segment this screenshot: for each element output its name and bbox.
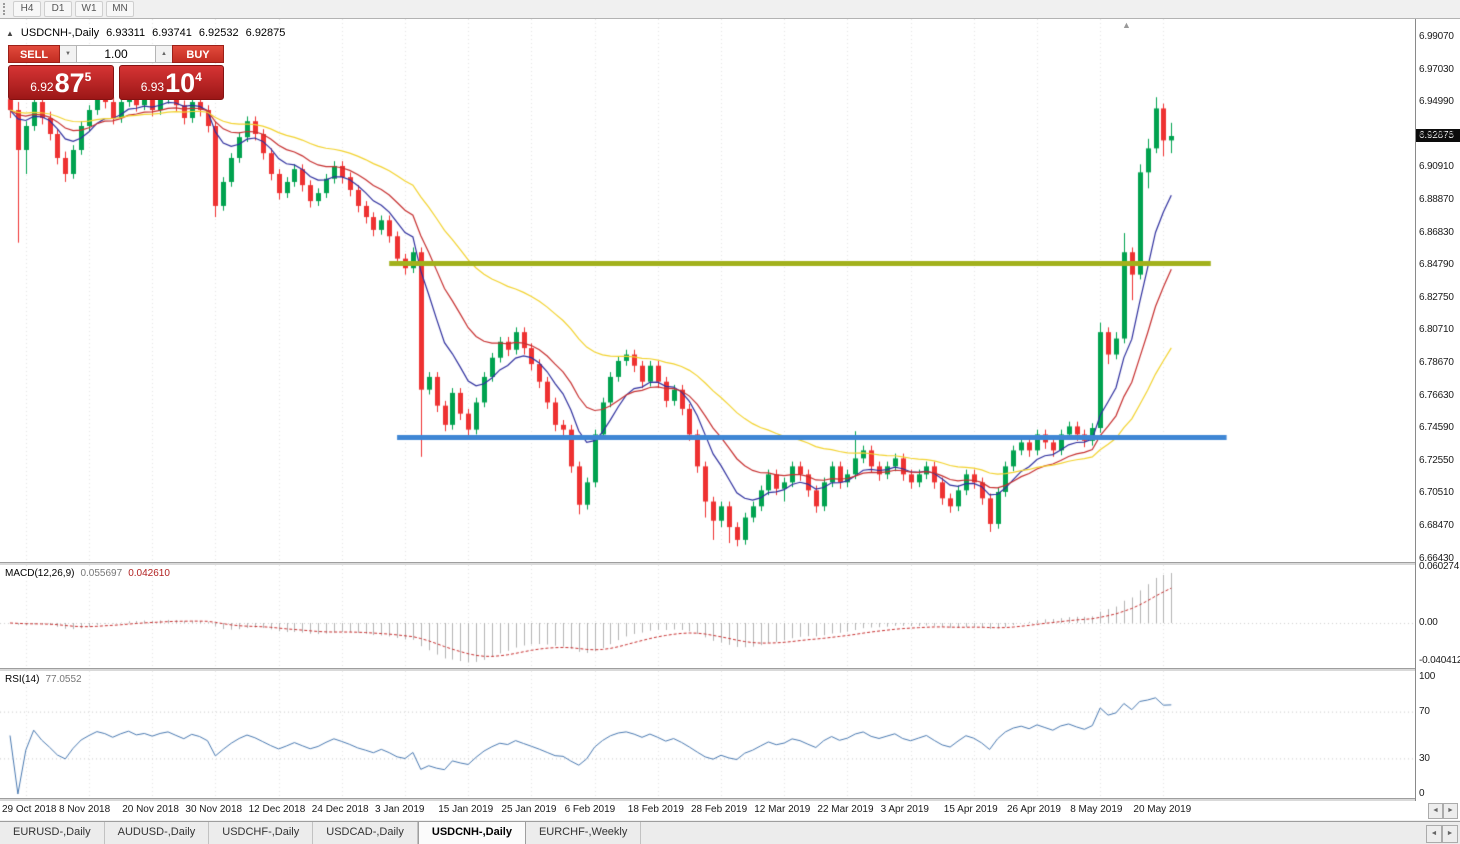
price-scale-tick: 6.74590 [1419, 422, 1454, 434]
chart-high-value: 6.93741 [152, 27, 192, 39]
chart-symbol-label: USDCNH-,Daily [20, 27, 100, 39]
rsi-scale-tick: 30 [1419, 752, 1430, 764]
date-scale-tick: 15 Jan 2019 [438, 804, 494, 815]
buy-price-big-digits: 10 [165, 68, 196, 98]
date-scale-tick: 26 Apr 2019 [1007, 804, 1061, 815]
date-scale-tick: 8 Nov 2018 [59, 804, 111, 815]
date-scale-tick: 28 Feb 2019 [691, 804, 748, 815]
volume-input[interactable] [76, 45, 156, 63]
rsi-scale-tick: 70 [1419, 706, 1430, 718]
chart-scroll-left-icon[interactable]: ◄ [1428, 803, 1443, 819]
date-scale-tick: 30 Nov 2018 [185, 804, 243, 815]
macd-main-value: 0.055697 [80, 568, 123, 579]
date-scale-tick: 3 Apr 2019 [880, 804, 929, 815]
macd-scale-tick: -0.040412 [1419, 654, 1460, 666]
toolbar-grip[interactable] [3, 3, 8, 15]
volume-decrease-icon[interactable]: ▼ [60, 45, 76, 63]
buy-price-button[interactable]: 6.93 10 4 [118, 65, 224, 100]
tab-eurchf-weekly[interactable]: EURCHF-,Weekly [526, 822, 642, 844]
price-scale-tick: 6.80710 [1419, 324, 1454, 336]
timeframe-toolbar: H4 D1 W1 MN [0, 0, 1460, 19]
macd-scale-tick: 0.00 [1419, 617, 1438, 628]
date-scale-tick: 22 Mar 2019 [817, 804, 874, 815]
sell-price-big-digits: 87 [54, 68, 85, 98]
date-scale-tick: 25 Jan 2019 [501, 804, 557, 815]
chart-tab-bar: EURUSD-,Daily AUDUSD-,Daily USDCHF-,Daily U… [0, 821, 1460, 844]
date-scale-tick: 20 Nov 2018 [122, 804, 179, 815]
tab-usdcnh-daily[interactable]: USDCNH-,Daily [417, 822, 526, 844]
rsi-indicator-label: RSI(14) 77.0552 [5, 674, 82, 685]
price-scale-tick: 6.97030 [1419, 63, 1454, 75]
time-scale[interactable]: ◄ ► 29 Oct 2018 8 Nov 2018 20 Nov 2018 30 N… [0, 801, 1460, 820]
date-scale-tick: 12 Dec 2018 [248, 804, 306, 815]
price-scale-tick: 6.66430 [1419, 552, 1454, 564]
chart-shift-marker-icon: ▲ [1122, 20, 1131, 30]
buy-button[interactable]: BUY [172, 45, 224, 63]
date-scale-tick: 20 May 2019 [1133, 804, 1192, 815]
timeframe-button-d1[interactable]: D1 [44, 1, 72, 17]
chart-scroll-right-icon[interactable]: ► [1443, 803, 1458, 819]
buy-price-pip-digit: 4 [195, 70, 202, 84]
chart-low-value: 6.92532 [198, 27, 239, 39]
price-scale-tick: 6.70510 [1419, 487, 1454, 499]
chart-close-value: 6.92875 [245, 27, 286, 39]
one-click-trade-panel: SELL ▼ ▲ BUY 6.92 87 5 6.93 10 4 [8, 45, 224, 100]
date-scale-tick: 24 Dec 2018 [311, 804, 369, 815]
macd-signal-value: 0.042610 [128, 568, 170, 579]
price-scale-tick: 6.86830 [1419, 226, 1454, 238]
rsi-scale-tick: 0 [1419, 788, 1425, 799]
price-scale[interactable] [1415, 19, 1460, 820]
rsi-name: RSI(14) [5, 674, 40, 685]
price-scale-tick: 6.68470 [1419, 519, 1454, 531]
price-scale-tick: 6.92950 [1419, 128, 1454, 140]
tab-usdchf-daily[interactable]: USDCHF-,Daily [209, 822, 314, 844]
timeframe-button-h4[interactable]: H4 [13, 1, 41, 17]
price-scale-tick: 6.84790 [1419, 259, 1454, 271]
sell-price-pip-digit: 5 [84, 70, 92, 84]
price-scale-tick: 6.88870 [1419, 193, 1454, 205]
rsi-scale-tick: 100 [1419, 671, 1436, 682]
date-scale-tick: 29 Oct 2018 [2, 804, 57, 815]
macd-name: MACD(12,26,9) [5, 568, 75, 579]
date-scale-tick: 6 Feb 2019 [564, 804, 616, 815]
tab-scroll-right-icon[interactable]: ► [1442, 825, 1458, 843]
tab-usdcad-daily[interactable]: USDCAD-,Daily [313, 822, 418, 844]
date-scale-tick: 15 Apr 2019 [943, 804, 998, 815]
macd-scale-tick: 0.060274 [1419, 561, 1460, 573]
sell-button[interactable]: SELL [8, 45, 60, 63]
price-scale-tick: 6.99070 [1419, 31, 1454, 42]
chart-header: ▲ USDCNH-,Daily 6.93311 6.93741 6.92532 … [6, 27, 285, 39]
panel-splitter[interactable] [0, 668, 1460, 671]
tab-audusd-daily[interactable]: AUDUSD-,Daily [105, 822, 210, 844]
price-scale-tick: 6.94990 [1419, 96, 1454, 108]
price-scale-tick: 6.78670 [1419, 356, 1454, 368]
tab-eurusd-daily[interactable]: EURUSD-,Daily [0, 822, 105, 844]
one-click-panel-toggle-icon[interactable]: ▲ [6, 28, 14, 38]
price-scale-tick: 6.72550 [1419, 454, 1454, 466]
tab-scroll-left-icon[interactable]: ◄ [1426, 825, 1442, 843]
date-scale-tick: 18 Feb 2019 [627, 804, 684, 815]
sell-price-button[interactable]: 6.92 87 5 [8, 65, 114, 100]
chart-open-value: 6.93311 [106, 27, 146, 39]
main-chart-canvas[interactable] [0, 19, 1415, 562]
buy-price-prefix: 6.93 [140, 80, 165, 94]
price-scale-tick: 6.90910 [1419, 161, 1454, 173]
macd-indicator-label: MACD(12,26,9) 0.055697 0.042610 [5, 568, 170, 579]
date-scale-tick: 8 May 2019 [1070, 804, 1123, 815]
date-scale-tick: 3 Jan 2019 [375, 804, 425, 815]
macd-panel-canvas[interactable] [0, 565, 1415, 668]
panel-splitter[interactable] [0, 798, 1460, 801]
sell-price-prefix: 6.92 [30, 80, 54, 94]
rsi-value: 77.0552 [45, 674, 82, 685]
date-scale-tick: 12 Mar 2019 [754, 804, 811, 815]
timeframe-button-w1[interactable]: W1 [75, 1, 103, 17]
panel-splitter[interactable] [0, 562, 1460, 565]
volume-increase-icon[interactable]: ▲ [156, 45, 172, 63]
rsi-panel-canvas[interactable] [0, 671, 1415, 798]
price-scale-tick: 6.82750 [1419, 291, 1454, 303]
current-price-tag: 6.92875 [1416, 128, 1460, 142]
timeframe-button-mn[interactable]: MN [106, 1, 134, 17]
price-scale-tick: 6.76630 [1419, 389, 1454, 401]
